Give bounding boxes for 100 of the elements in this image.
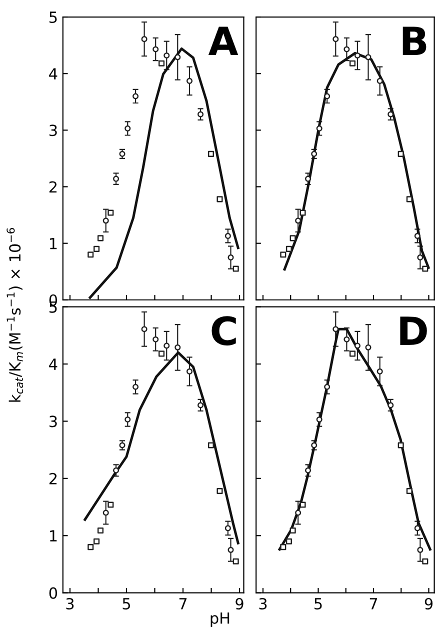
point <box>232 266 239 272</box>
point <box>300 210 306 216</box>
point <box>158 350 165 357</box>
point <box>113 176 120 182</box>
point <box>406 196 412 202</box>
y-tick-label: 5 <box>50 12 57 24</box>
point <box>124 416 131 423</box>
point <box>152 46 159 52</box>
line-series <box>84 351 240 544</box>
point <box>94 538 100 544</box>
point <box>224 525 231 532</box>
point <box>119 150 126 157</box>
point <box>344 336 350 342</box>
point <box>174 54 181 60</box>
point <box>88 544 94 550</box>
point <box>311 150 318 157</box>
point <box>295 510 302 516</box>
point <box>141 36 148 42</box>
point <box>113 467 120 474</box>
point <box>232 558 239 564</box>
point <box>316 416 322 423</box>
point <box>398 150 404 157</box>
point <box>295 218 302 224</box>
point <box>316 125 322 132</box>
point <box>152 336 159 342</box>
x-tick-label: 7 <box>179 598 187 610</box>
point <box>422 266 428 272</box>
point <box>286 538 292 544</box>
point <box>290 527 296 534</box>
point <box>304 467 312 474</box>
point <box>208 442 214 448</box>
y-tick-label: 3 <box>50 124 57 136</box>
y-tick-label: 1 <box>50 238 57 250</box>
point <box>344 46 350 52</box>
point <box>349 350 356 357</box>
point <box>158 60 165 66</box>
point <box>324 93 330 100</box>
point <box>197 402 204 408</box>
point <box>186 368 193 374</box>
point <box>376 78 383 84</box>
point <box>414 525 420 532</box>
point <box>108 502 114 508</box>
y-tick-label: 2 <box>49 181 57 193</box>
x-tick-label: 7 <box>370 598 378 610</box>
point <box>417 546 424 553</box>
point <box>119 442 126 448</box>
point <box>398 442 404 448</box>
point <box>97 235 104 242</box>
point <box>197 111 204 118</box>
point <box>414 232 420 239</box>
point <box>354 342 361 349</box>
point <box>304 176 312 182</box>
point <box>332 36 339 42</box>
point <box>280 544 286 550</box>
point <box>164 52 170 59</box>
x-tick-label: 9 <box>424 598 433 610</box>
point <box>141 326 148 332</box>
y-tick-label: 2 <box>49 472 57 484</box>
point <box>102 510 109 516</box>
point <box>224 232 231 239</box>
point <box>290 235 296 242</box>
y-tick-label: 1 <box>50 530 57 542</box>
point <box>354 52 361 59</box>
point <box>186 78 193 84</box>
point <box>94 246 100 252</box>
point <box>216 488 223 494</box>
point <box>406 488 412 494</box>
point <box>216 196 223 202</box>
point <box>228 254 234 260</box>
point <box>365 344 372 350</box>
y-tick-label: 0 <box>49 587 58 599</box>
point <box>286 246 292 252</box>
point <box>311 442 318 448</box>
point <box>422 558 428 564</box>
x-axis-title: pH <box>210 612 230 627</box>
point <box>332 326 339 332</box>
point <box>388 111 394 118</box>
chart-title: A <box>208 26 238 56</box>
point <box>164 342 170 349</box>
x-tick-label: 3 <box>259 598 267 610</box>
x-tick-label: 5 <box>314 598 322 610</box>
point <box>108 210 114 216</box>
point <box>365 54 372 60</box>
point <box>300 502 306 508</box>
x-tick-label: 3 <box>66 598 74 610</box>
point <box>280 252 286 258</box>
chart-title: B <box>402 26 426 56</box>
x-tick-label: 5 <box>122 598 130 610</box>
point <box>102 218 109 224</box>
y-tick-label: 3 <box>50 416 57 428</box>
chart-title: C <box>212 316 236 346</box>
point <box>88 252 94 258</box>
point <box>132 384 139 390</box>
chart-title: D <box>400 316 427 345</box>
point <box>132 93 139 100</box>
point <box>124 125 131 132</box>
point <box>417 254 424 260</box>
point <box>349 60 356 66</box>
y-tick-label: 4 <box>49 68 58 80</box>
point <box>174 344 181 350</box>
